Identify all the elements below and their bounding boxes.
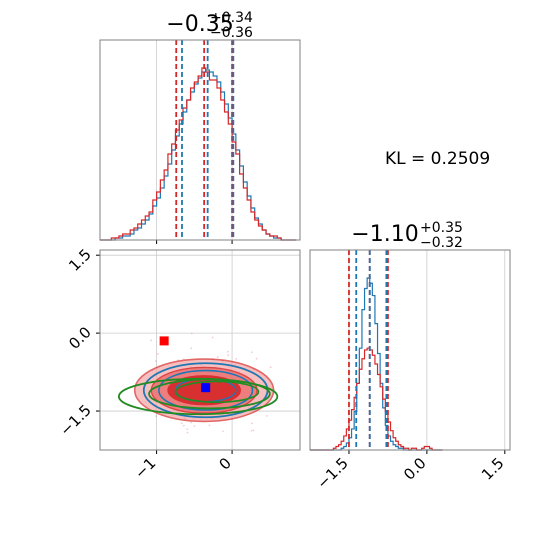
scatter-point [180,422,183,425]
scatter-point [251,422,253,425]
scatter-point [222,430,224,433]
point-marker [159,336,169,346]
param2-title-plus: +0.35 [420,220,463,236]
scatter-point [182,424,185,427]
histogram-param2-panel: −1.5 0.0 1.5 [309,249,511,493]
param1-x-tick-label: −1 [131,454,159,482]
scatter-point [157,353,159,355]
scatter-point [155,415,157,418]
hist-series-red [310,347,443,451]
scatter-point [150,339,153,342]
param2-y-tick-label: 0.0 [65,323,95,353]
scatter-point [190,332,193,335]
contour-panel: −1 0 −1.5 0.0 1.5 [56,245,301,482]
hist-series-blue [100,69,297,241]
scatter-point [193,425,196,427]
contour-line-green-mid [148,378,271,410]
param1-title-minus: −0.36 [210,25,253,41]
scatter-point [227,354,230,357]
scatter-point [211,336,214,339]
scatter-point [186,428,189,431]
scatter-point [250,351,253,354]
scatter-point [252,429,255,432]
hist-series-red [100,67,297,241]
panel-frame [99,39,301,241]
scatter-point [235,357,238,360]
contour-line-green-inner [174,380,260,404]
scatter-point [190,347,193,350]
scatter-point [190,421,193,424]
scatter-point [216,356,219,359]
param2-y-tick-label: −1.5 [56,401,94,439]
param1-x-tick-label: 0 [215,454,234,473]
scatter-point [250,430,253,432]
scatter-point [265,415,268,417]
panel-frame [309,249,511,451]
point-marker [201,383,211,393]
param2-x-tick-label: −1.5 [313,454,351,492]
scatter-point [269,366,272,369]
param1-title-plus: +0.34 [210,10,253,26]
scatter-point [208,424,211,427]
param2-y-tick-label: 1.5 [65,245,95,275]
scatter-point [226,350,229,353]
param2-x-tick-label: 1.5 [478,454,508,484]
param1-title: −0.35 [166,12,233,37]
kl-label: KL = 0.2509 [385,149,490,169]
param2-title-minus: −0.32 [420,235,463,251]
param2-title: −1.10 [351,222,418,247]
panel-frame [99,249,301,451]
histogram-param1-panel [99,39,301,244]
param2-x-tick-label: 0.0 [400,454,430,484]
scatter-point [155,360,157,362]
scatter-point [186,431,189,434]
scatter-point [255,357,258,360]
contour-line-blue-mid [158,369,254,411]
